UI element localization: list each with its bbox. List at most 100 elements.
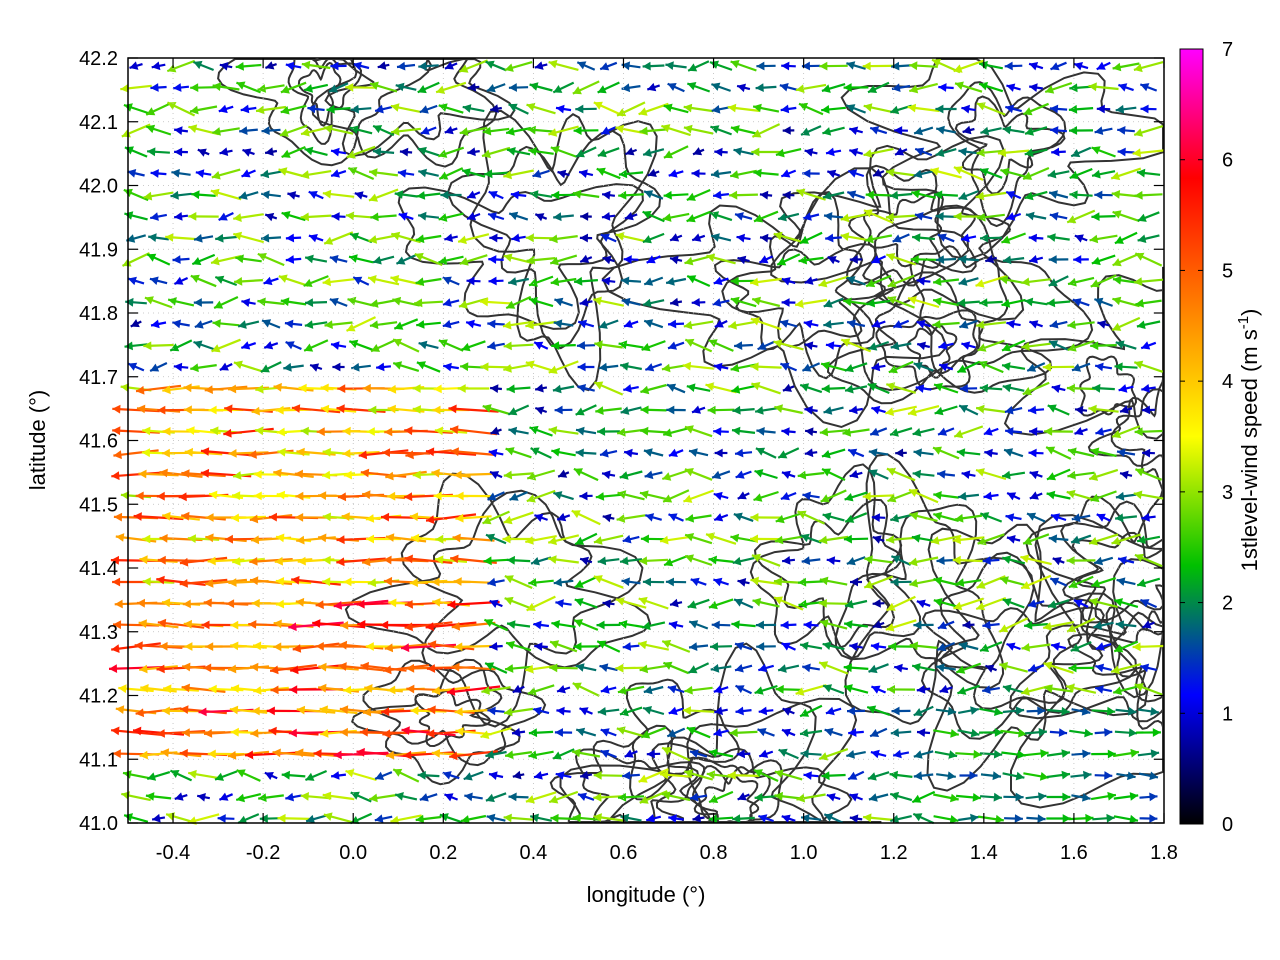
wind-vector	[887, 489, 915, 503]
wind-vector	[135, 707, 182, 718]
wind-vector	[938, 83, 954, 92]
wind-vector	[230, 513, 267, 523]
wind-vector	[417, 146, 440, 157]
wind-vector	[915, 384, 932, 393]
wind-vector	[1021, 643, 1051, 652]
wind-vector	[503, 511, 534, 525]
wind-vector	[369, 298, 398, 308]
wind-vector	[933, 598, 959, 608]
wind-vector	[869, 126, 888, 135]
wind-vector	[112, 426, 160, 436]
wind-vector	[485, 533, 507, 545]
wind-vector	[980, 771, 1002, 781]
wind-vector	[1142, 448, 1155, 458]
wind-vector	[1046, 749, 1071, 758]
contour-line	[324, 57, 516, 158]
wind-vector	[157, 618, 205, 629]
wind-vector	[818, 599, 849, 608]
contour-line	[834, 503, 1005, 689]
wind-vector	[1090, 447, 1117, 458]
wind-vector	[571, 748, 601, 758]
wind-vector	[597, 427, 620, 436]
wind-vector	[843, 83, 869, 92]
wind-vector	[508, 103, 529, 115]
wind-vector	[642, 61, 665, 71]
wind-vector	[1068, 575, 1094, 589]
wind-vector	[338, 662, 384, 672]
wind-vector	[1091, 254, 1116, 266]
wind-vector	[301, 60, 331, 70]
wind-vector	[533, 771, 549, 780]
wind-vector	[508, 792, 529, 802]
wind-vector	[1000, 728, 1027, 738]
wind-vector	[909, 82, 938, 94]
wind-vector	[133, 512, 184, 521]
wind-vector	[427, 640, 475, 651]
wind-vector	[487, 491, 505, 501]
contour-line	[311, 58, 498, 168]
wind-vector	[511, 233, 526, 243]
wind-vector	[804, 341, 818, 351]
wind-vector	[277, 813, 310, 823]
wind-vector	[1044, 427, 1073, 436]
wind-vector	[667, 82, 685, 93]
wind-vector	[1142, 620, 1155, 629]
wind-vector	[777, 664, 800, 673]
wind-vector	[304, 254, 328, 264]
wind-vector	[151, 813, 166, 823]
wind-vector	[1119, 470, 1133, 480]
wind-vector	[644, 470, 663, 480]
wind-vector	[961, 470, 976, 479]
wind-vector	[1051, 384, 1066, 393]
wind-vector	[602, 599, 615, 609]
wind-vector	[1111, 533, 1141, 546]
wind-vector	[1133, 360, 1164, 373]
wind-vector	[390, 231, 422, 244]
wind-vector	[818, 535, 849, 545]
wind-vector	[909, 511, 938, 522]
wind-vector	[1113, 640, 1139, 653]
wind-vector	[1111, 190, 1141, 199]
wind-vector	[236, 769, 261, 782]
wind-vector	[1069, 83, 1093, 93]
wind-vector	[149, 362, 168, 372]
wind-vector	[1141, 384, 1156, 393]
wind-vector	[646, 749, 661, 759]
wind-vector	[751, 296, 781, 308]
wind-vector	[1046, 770, 1071, 780]
wind-vector	[579, 233, 593, 243]
contour-line	[397, 183, 644, 330]
wind-vector	[419, 104, 438, 114]
wind-vector	[935, 104, 957, 114]
wind-vector	[579, 770, 593, 780]
wind-vector	[1051, 147, 1066, 157]
wind-vector	[113, 449, 159, 460]
wind-vector	[504, 750, 533, 760]
wind-vector	[165, 233, 197, 242]
wind-vector	[684, 468, 713, 481]
wind-vector	[352, 61, 370, 71]
wind-vector	[459, 254, 488, 266]
wind-vector	[1094, 190, 1113, 200]
wind-vector	[930, 534, 962, 545]
wind-vector	[263, 276, 279, 286]
wind-vector	[305, 814, 327, 824]
wind-vector	[593, 101, 624, 117]
wind-vector	[392, 338, 420, 353]
wind-vector	[689, 749, 708, 758]
wind-vector	[291, 575, 341, 586]
wind-vector	[847, 770, 865, 781]
wind-vector	[802, 663, 820, 673]
contour-line	[686, 756, 783, 823]
wind-vector	[219, 362, 233, 371]
wind-vector	[442, 276, 460, 286]
wind-vector	[1070, 641, 1092, 652]
wind-vector	[1050, 642, 1067, 651]
wind-vector	[1002, 598, 1025, 609]
wind-vector	[443, 362, 459, 372]
wind-vector	[555, 599, 572, 608]
wind-vector	[1090, 577, 1117, 588]
wind-vector	[710, 169, 732, 179]
wind-vector	[250, 535, 292, 545]
wind-vector	[575, 663, 597, 672]
